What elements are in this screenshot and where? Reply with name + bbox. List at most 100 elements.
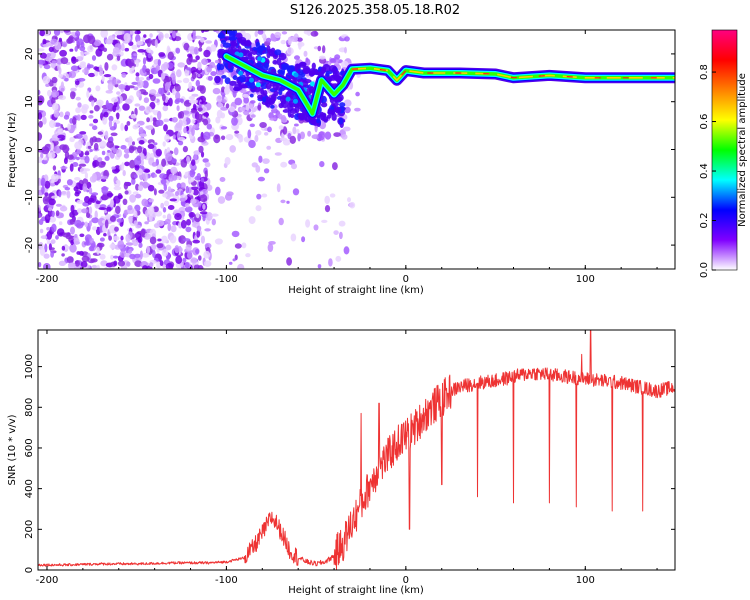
spectrogram-cell xyxy=(287,102,294,112)
spectrogram-cell xyxy=(69,211,75,218)
spectrogram-cell xyxy=(70,239,74,246)
spectrogram-cell xyxy=(76,208,83,214)
spectrogram-cell xyxy=(151,243,157,250)
spectrogram-cell xyxy=(172,134,176,140)
spectrogram-cell xyxy=(116,148,122,158)
spectrogram-cell xyxy=(59,205,68,212)
spectrogram-cell xyxy=(155,169,162,174)
spectrogram-track-peak xyxy=(351,67,675,82)
spectrogram-cell xyxy=(147,206,155,215)
spectrogram-cell xyxy=(264,132,269,136)
spectrogram-cell xyxy=(193,46,199,55)
spectrogram-cell xyxy=(334,54,341,60)
spectrogram-cell xyxy=(200,177,205,183)
spectrogram-cell xyxy=(92,226,98,231)
spectrogram-cell xyxy=(113,186,122,191)
spectrogram-cell xyxy=(131,66,135,71)
spectrogram-cell xyxy=(49,43,54,47)
spectrogram-cell xyxy=(69,136,75,143)
spectrogram-cell xyxy=(262,96,267,103)
spectrogram-cell xyxy=(162,193,168,198)
spectrogram-cell xyxy=(66,179,73,186)
spectrogram-cell xyxy=(293,72,299,78)
spectrogram-cell xyxy=(251,107,257,113)
spectrogram-cell xyxy=(298,40,302,50)
spectrogram-cell xyxy=(147,184,155,192)
spectrogram-cell xyxy=(89,175,97,183)
spectrogram-cell xyxy=(261,193,268,198)
spectrogram-cell xyxy=(91,55,97,61)
spectrogram-cell xyxy=(339,231,343,240)
spectrogram-ytick-label: 0 xyxy=(24,146,35,152)
spectrogram-cell xyxy=(42,116,47,125)
spectrogram-cell xyxy=(136,30,140,35)
spectrogram-cell xyxy=(70,90,76,100)
spectrogram-cell xyxy=(48,216,57,223)
spectrogram-cell xyxy=(217,102,224,108)
spectrogram-cell xyxy=(186,251,193,259)
spectrogram-cell xyxy=(186,156,190,164)
spectrogram-cell xyxy=(320,102,328,108)
spectrogram-cell xyxy=(113,122,117,130)
spectrogram-cell xyxy=(327,109,335,114)
spectrogram-cell xyxy=(123,33,131,42)
spectrogram-cell xyxy=(324,131,332,140)
spectrogram-cell xyxy=(265,37,272,43)
spectrogram-cell xyxy=(177,62,185,68)
spectrogram-ytick-label: 20 xyxy=(24,48,35,61)
spectrogram-cell xyxy=(180,98,185,104)
spectrogram-cell xyxy=(188,81,193,91)
spectrogram-cell xyxy=(76,156,80,161)
spectrogram-cell xyxy=(333,230,339,236)
spectrogram-cell xyxy=(242,93,250,98)
spectrogram-cell xyxy=(121,72,127,78)
spectrogram-cell xyxy=(114,226,119,232)
spectrogram-cell xyxy=(101,186,108,195)
spectrogram-cell xyxy=(198,145,204,153)
spectrogram-cell xyxy=(218,71,223,76)
spectrogram-cell xyxy=(206,66,212,73)
spectrogram-cell xyxy=(89,149,93,152)
spectrogram-cell xyxy=(296,78,306,83)
spectrogram-cell xyxy=(339,102,346,108)
spectrogram-cell xyxy=(165,244,172,251)
spectrogram-cell xyxy=(143,97,150,104)
spectrogram-cell xyxy=(238,133,243,143)
spectrogram-ytick-label: -10 xyxy=(24,189,35,205)
snr-ytick-label: 400 xyxy=(24,479,35,498)
spectrogram-cell xyxy=(74,141,83,150)
spectrogram-cell xyxy=(171,174,178,181)
spectrogram-cell xyxy=(192,35,197,40)
spectrogram-cell xyxy=(349,201,356,209)
spectrogram-cell xyxy=(205,40,213,44)
spectrogram-cell xyxy=(160,178,167,185)
spectrogram-cell xyxy=(163,118,170,123)
spectrogram-cell xyxy=(172,76,176,85)
spectrogram-cell xyxy=(149,92,156,102)
spectrogram-cell xyxy=(290,113,295,118)
spectrogram-cell xyxy=(74,234,78,238)
spectrogram-cell xyxy=(81,221,85,226)
spectrogram-cell xyxy=(131,44,138,50)
spectrogram-cell xyxy=(81,208,88,214)
spectrogram-cell xyxy=(92,125,98,131)
spectrogram-cell xyxy=(129,253,136,260)
spectrogram-cell xyxy=(248,216,256,225)
spectrogram-cell xyxy=(309,70,316,75)
spectrogram-cell xyxy=(167,51,174,60)
spectrogram-cell xyxy=(59,111,64,118)
spectrogram-cell xyxy=(75,133,83,139)
spectrogram-cell xyxy=(38,89,41,96)
spectrogram-cell xyxy=(190,109,198,114)
spectrogram-cell xyxy=(67,154,74,160)
spectrogram-cell xyxy=(149,89,157,95)
spectrogram-cell xyxy=(281,31,288,35)
spectrogram-cell xyxy=(134,103,141,107)
spectrogram-cell xyxy=(58,260,66,266)
spectrogram-cell xyxy=(88,187,93,195)
spectrogram-cell xyxy=(97,157,103,162)
spectrogram-cell xyxy=(169,198,178,202)
spectrogram-cell xyxy=(344,106,351,114)
